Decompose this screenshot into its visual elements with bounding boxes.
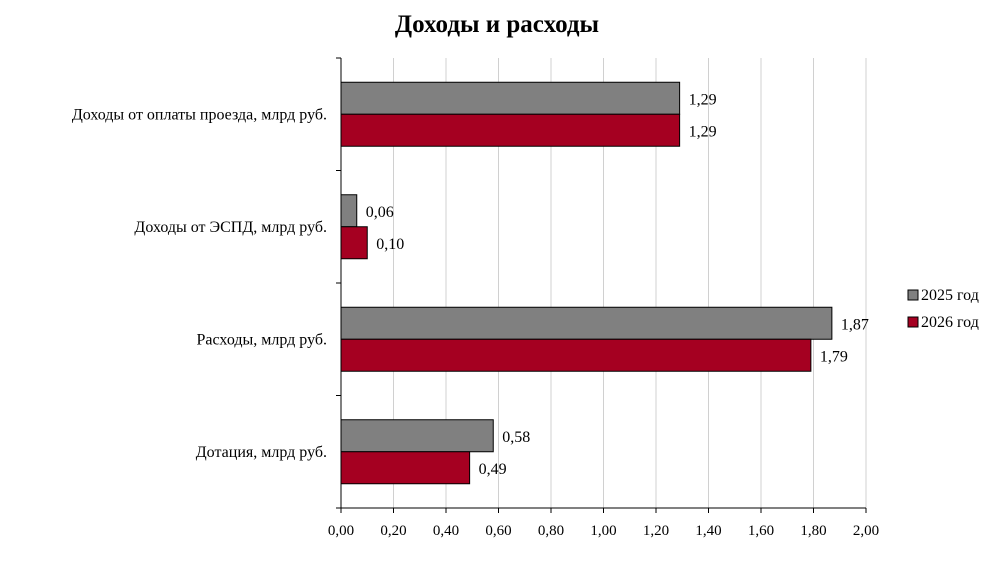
bars <box>340 81 833 485</box>
bar <box>340 306 833 340</box>
data-label: 0,10 <box>376 236 404 253</box>
bar <box>340 113 681 147</box>
x-tick-label: 0,80 <box>538 523 564 539</box>
x-tick-label: 1,40 <box>695 523 721 539</box>
data-label: 1,79 <box>820 348 848 365</box>
data-label: 1,29 <box>689 91 717 108</box>
data-label: 1,87 <box>841 316 869 333</box>
x-tick-label: 1,00 <box>590 523 616 539</box>
data-label: 0,06 <box>366 204 394 221</box>
bar <box>340 451 471 485</box>
bar <box>340 194 358 228</box>
legend-swatch <box>907 316 919 328</box>
data-label: 0,49 <box>479 461 507 478</box>
bar <box>340 226 368 260</box>
data-label: 0,58 <box>502 429 530 446</box>
chart-title: Доходы и расходы <box>395 11 599 38</box>
category-label: Доходы от оплаты проезда, млрд руб. <box>72 106 327 123</box>
category-label: Доходы от ЭСПД, млрд руб. <box>134 219 327 236</box>
legend-label: 2025 год <box>921 287 979 304</box>
labels: 0,00 0,20 0,40 0,60 0,80 1,00 1,20 1,40 1,60 1,80… <box>72 91 879 539</box>
x-tick-label: 0,40 <box>433 523 459 539</box>
x-tick-label: 0,60 <box>485 523 511 539</box>
bar <box>340 338 812 372</box>
category-label: Расходы, млрд руб. <box>197 331 327 348</box>
x-tick-label: 0,20 <box>380 523 406 539</box>
legend: 2025 год 2026 год <box>907 287 979 331</box>
x-tick-label: 1,60 <box>748 523 774 539</box>
data-label: 1,29 <box>689 123 717 140</box>
bar <box>340 81 681 115</box>
legend-label: 2026 год <box>921 314 979 331</box>
axes <box>336 57 867 513</box>
x-tick-label: 2,00 <box>853 523 879 539</box>
legend-swatch <box>907 289 919 301</box>
x-tick-label: 1,20 <box>643 523 669 539</box>
category-label: Дотация, млрд руб. <box>196 444 327 461</box>
x-tick-label: 1,80 <box>800 523 826 539</box>
x-tick-label: 0,00 <box>328 523 354 539</box>
bar <box>340 419 494 453</box>
